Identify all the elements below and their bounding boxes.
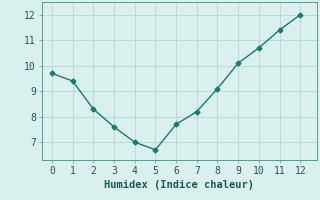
X-axis label: Humidex (Indice chaleur): Humidex (Indice chaleur) <box>104 180 254 190</box>
